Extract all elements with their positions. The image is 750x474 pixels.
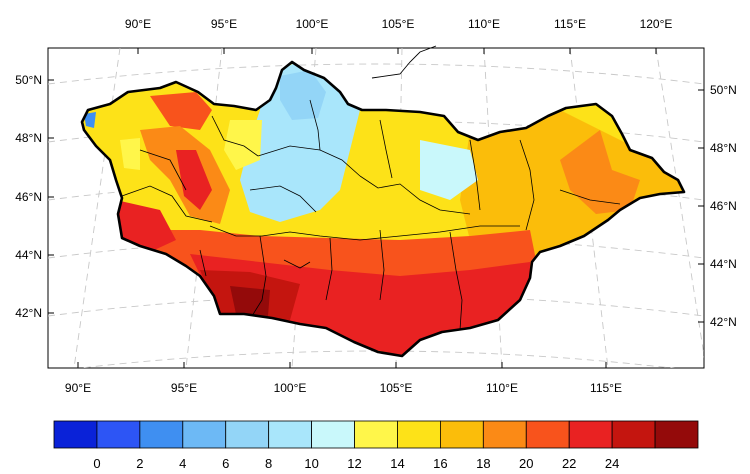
colorbar-label: 6 xyxy=(222,456,229,471)
lat-label: 46°N xyxy=(15,190,42,204)
colorbar-label: 8 xyxy=(265,456,272,471)
colorbar-swatch xyxy=(139,420,184,449)
neighbour-border xyxy=(371,45,437,79)
left-lat-labels: 50°N 48°N 46°N 44°N 42°N xyxy=(15,73,42,320)
lon-label: 105°E xyxy=(380,381,413,395)
colorbar-label: 4 xyxy=(179,456,186,471)
bottom-lon-labels: 90°E 95°E 100°E 105°E 110°E 115°E xyxy=(65,381,622,395)
lon-label: 95°E xyxy=(211,17,237,31)
frame-ticks xyxy=(48,48,704,368)
colorbar-label: 2 xyxy=(136,456,143,471)
colorbar-swatch xyxy=(525,420,570,449)
top-lon-labels: 90°E 95°E 100°E 105°E 110°E 115°E 120°E xyxy=(125,17,672,31)
lon-label: 90°E xyxy=(125,17,151,31)
lon-label: 105°E xyxy=(382,17,415,31)
colorbar-swatch xyxy=(482,420,527,449)
lat-label: 50°N xyxy=(15,73,42,87)
colorbar-swatch xyxy=(439,420,484,449)
colorbar-swatch xyxy=(611,420,656,449)
lon-label: 100°E xyxy=(274,381,307,395)
colorbar-swatch xyxy=(354,420,398,449)
province-boundaries xyxy=(121,99,621,331)
lon-label: 120°E xyxy=(640,17,673,31)
lat-label: 48°N xyxy=(710,141,737,155)
colorbar-label: 20 xyxy=(519,456,533,471)
colorbar-label: 18 xyxy=(476,456,490,471)
lat-label: 42°N xyxy=(15,306,42,320)
colorbar-label: 24 xyxy=(605,456,619,471)
colorbar-swatch xyxy=(268,420,313,449)
lon-label: 115°E xyxy=(590,381,622,395)
colorbar-swatch xyxy=(654,420,699,449)
colorbar xyxy=(53,420,699,449)
lat-label: 46°N xyxy=(710,199,737,213)
colorbar-labels: 0 2 4 6 8 10 12 14 16 18 20 22 24 xyxy=(93,456,619,471)
lon-label: 110°E xyxy=(468,17,500,31)
colorbar-label: 12 xyxy=(347,456,361,471)
colorbar-label: 14 xyxy=(390,456,404,471)
lat-label: 42°N xyxy=(710,315,737,329)
colorbar-label: 16 xyxy=(433,456,447,471)
right-lat-labels: 50°N 48°N 46°N 44°N 42°N xyxy=(710,83,737,329)
colorbar-swatch xyxy=(311,420,355,449)
country-outline xyxy=(80,60,686,358)
lat-label: 44°N xyxy=(710,257,737,271)
lon-label: 90°E xyxy=(65,381,91,395)
colorbar-swatch xyxy=(53,420,98,449)
colorbar-swatch xyxy=(397,420,441,449)
colorbar-swatch xyxy=(182,420,227,449)
colorbar-swatch xyxy=(96,420,141,449)
lon-label: 100°E xyxy=(296,17,329,31)
colorbar-swatch xyxy=(225,420,270,449)
colorbar-label: 22 xyxy=(562,456,576,471)
lat-label: 48°N xyxy=(15,131,42,145)
lat-label: 44°N xyxy=(15,248,42,262)
lon-label: 110°E xyxy=(486,381,518,395)
lon-label: 95°E xyxy=(171,381,197,395)
colorbar-label: 10 xyxy=(304,456,318,471)
colorbar-swatch xyxy=(568,420,613,449)
lon-label: 115°E xyxy=(554,17,586,31)
colorbar-label: 0 xyxy=(93,456,100,471)
lat-label: 50°N xyxy=(710,83,737,97)
